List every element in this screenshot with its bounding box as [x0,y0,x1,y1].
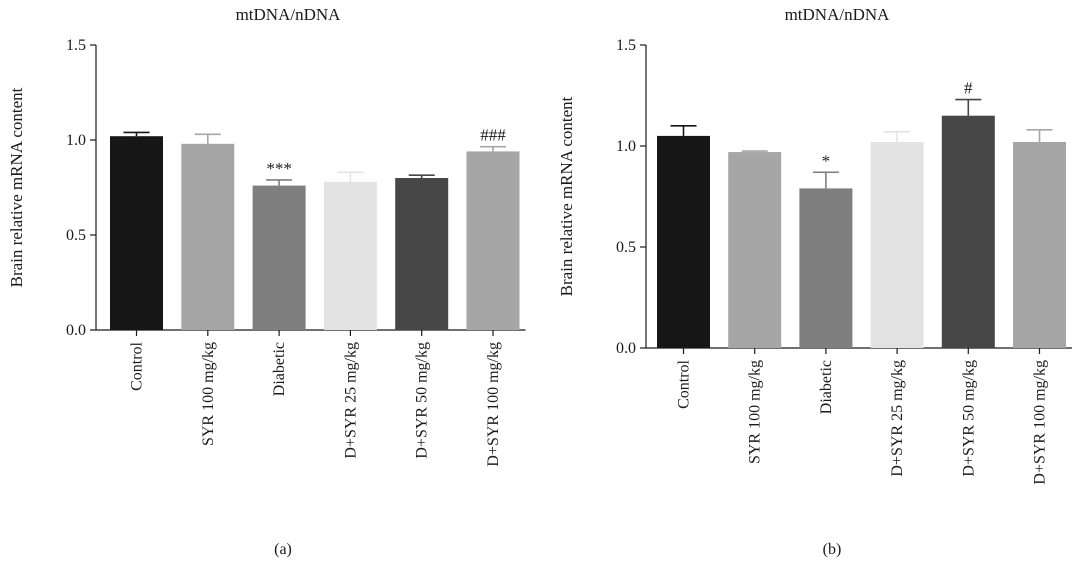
bar-3 [323,181,377,330]
significance-label: *** [266,159,292,178]
y-tick-label: 1.0 [616,138,636,155]
x-tick-label: SYR 100 mg/kg [200,342,217,446]
y-tick-label: 0.0 [616,340,636,357]
x-tick-label: D+SYR 100 mg/kg [1032,360,1049,485]
significance-label: # [964,79,973,98]
x-tick-label: Diabetic [818,360,835,414]
y-axis-label: Brain relative mRNA content [7,87,26,287]
y-axis-label: Brain relative mRNA content [557,96,576,296]
x-tick-label: D+SYR 25 mg/kg [342,342,359,459]
bar-0 [657,135,710,348]
chart-title: mtDNA/nDNA [236,5,342,24]
x-tick-label: Control [129,341,146,390]
bar-4 [395,178,449,330]
y-tick-label: 1.5 [66,37,86,54]
y-tick-label: 1.5 [616,37,636,54]
panel-label: (b) [823,541,842,558]
x-tick-label: D+SYR 25 mg/kg [889,360,906,477]
bar-5 [1013,141,1066,348]
chart-panel-b: mtDNA/nDNA Brain relative mRNA content 0.0… [557,5,1072,558]
x-tick-label: Control [676,359,693,408]
x-tick-label: D+SYR 100 mg/kg [485,342,502,467]
bar-1 [181,143,235,330]
bar-2 [252,185,306,330]
bar-3 [870,141,924,348]
bar-5 [466,151,520,330]
x-tick-label: D+SYR 50 mg/kg [960,360,977,477]
chart-title: mtDNA/nDNA [785,5,891,24]
y-tick-label: 0.5 [66,227,86,244]
panel-label: (a) [274,541,292,558]
x-tick-label: SYR 100 mg/kg [747,360,764,464]
significance-label: * [822,151,831,170]
chart-panel-a: mtDNA/nDNA Brain relative mRNA content 0.0… [7,5,526,558]
x-tick-label: Diabetic [271,342,288,396]
bar-4 [941,115,995,348]
significance-label: ### [480,126,506,145]
y-tick-label: 0.5 [616,239,636,256]
x-tick-label: D+SYR 50 mg/kg [414,342,431,459]
bar-2 [799,188,853,348]
bar-0 [110,136,163,330]
bar-1 [728,152,782,348]
y-tick-label: 1.0 [66,132,86,149]
y-tick-label: 0.0 [66,322,86,339]
